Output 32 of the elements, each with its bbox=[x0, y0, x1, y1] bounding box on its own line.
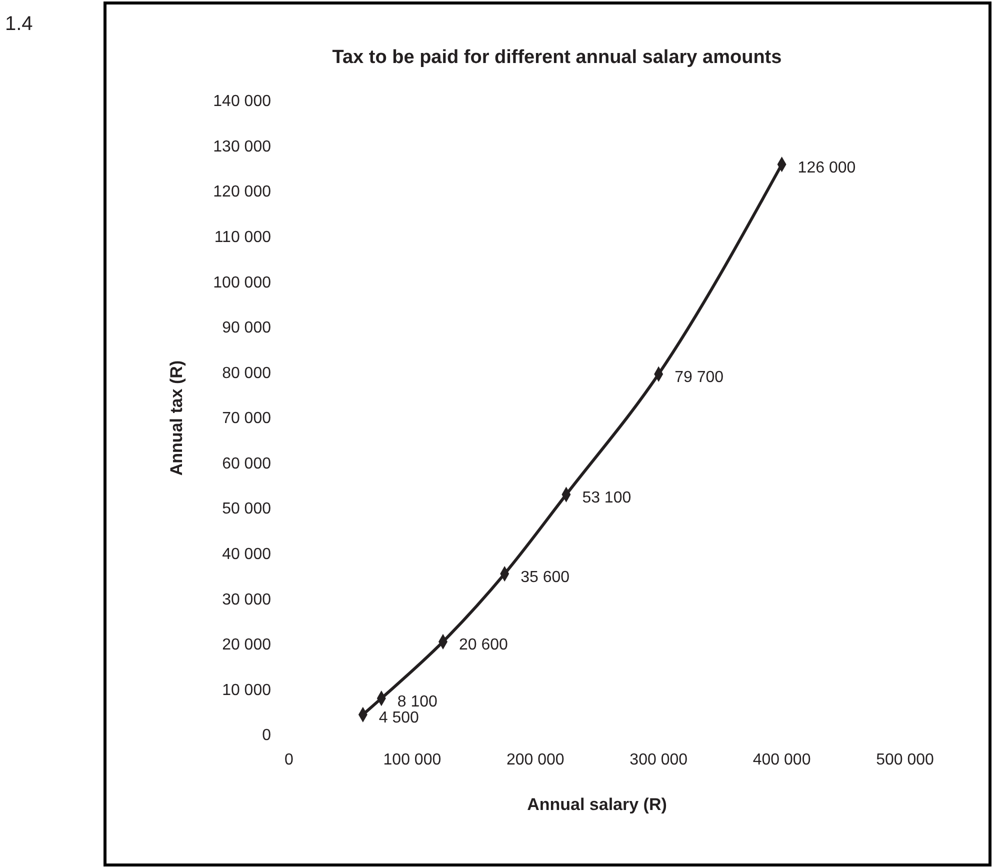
data-label: 4 500 bbox=[378, 710, 420, 727]
y-tick-label: 20 000 bbox=[222, 636, 272, 654]
y-tick-label: 40 000 bbox=[222, 546, 272, 563]
data-label: 35 600 bbox=[520, 568, 570, 586]
x-tick-label: 300 000 bbox=[630, 751, 688, 768]
y-tick-label: 100 000 bbox=[213, 274, 272, 292]
x-tick-label: 100 000 bbox=[383, 751, 442, 768]
chart-title: Tax to be paid for different annual salary amounts bbox=[332, 47, 782, 68]
data-label: 8 100 bbox=[397, 693, 438, 710]
data-label: 126 000 bbox=[798, 159, 856, 176]
y-tick-label: 120 000 bbox=[213, 184, 272, 201]
y-tick-label: 130 000 bbox=[213, 138, 272, 156]
data-label: 20 600 bbox=[459, 636, 508, 654]
x-tick-label: 500 000 bbox=[876, 751, 934, 768]
y-axis-title: Annual tax (R) bbox=[167, 360, 186, 476]
y-tick-label: 70 000 bbox=[222, 410, 272, 428]
y-tick-label: 30 000 bbox=[222, 591, 272, 608]
text: 1.4 bbox=[5, 13, 33, 35]
data-label: 79 700 bbox=[674, 369, 724, 386]
y-tick-label: 80 000 bbox=[222, 364, 272, 382]
x-axis-title: Annual salary (R) bbox=[527, 795, 667, 814]
y-tick-label: 10 000 bbox=[222, 682, 272, 699]
y-tick-label: 60 000 bbox=[222, 455, 272, 472]
data-label: 53 100 bbox=[582, 490, 632, 507]
y-tick-label: 0 bbox=[262, 727, 272, 744]
x-tick-label: 200 000 bbox=[506, 751, 564, 768]
x-tick-label: 0 bbox=[284, 751, 294, 768]
y-tick-label: 90 000 bbox=[222, 320, 272, 337]
y-tick-label: 110 000 bbox=[214, 228, 272, 246]
y-tick-label: 50 000 bbox=[222, 500, 272, 518]
y-tick-label: 140 000 bbox=[213, 93, 272, 110]
x-tick-label: 400 000 bbox=[752, 751, 811, 768]
